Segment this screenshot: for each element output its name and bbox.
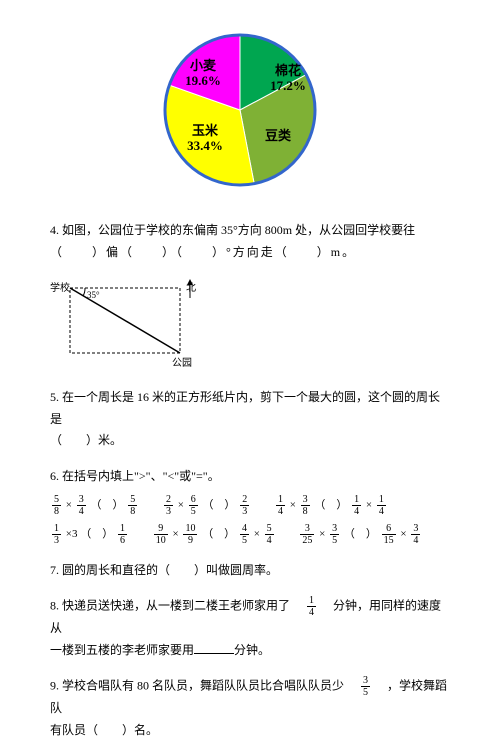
q4-line1: 4. 如图，公园位于学校的东偏南 35°方向 800m 处，从公园回学校要往	[50, 220, 450, 242]
eq-row-2: 13 ×3 （ ） 16 910 × 109 （ ） 45 × 54 325 ×…	[50, 523, 450, 546]
svg-text:35°: 35°	[87, 290, 100, 300]
svg-text:玉米: 玉米	[192, 123, 219, 138]
question-9: 9. 学校合唱队有 80 名队员，舞蹈队队员比合唱队队员少 35 ，学校舞蹈队 …	[50, 675, 450, 741]
q8-fraction: 14	[307, 595, 316, 618]
q4-line2: （ ）偏（ ）（ ）°方向走（ ）m。	[50, 242, 450, 264]
svg-text:33.4%: 33.4%	[187, 138, 223, 153]
question-6: 6. 在括号内填上">"、"<"或"="。	[50, 466, 450, 488]
pie-chart: 棉花17.2% 豆类 玉米33.4% 小麦19.6%	[150, 20, 350, 200]
q5-line1: 5. 在一个周长是 16 米的正方形纸片内，剪下一个最大的圆，这个圆的周长是	[50, 387, 450, 430]
q8-blank	[194, 642, 234, 654]
svg-text:学校: 学校	[50, 281, 70, 294]
question-7: 7. 圆的周长和直径的（ ）叫做圆周率。	[50, 560, 450, 582]
svg-text:小麦: 小麦	[190, 58, 217, 73]
svg-text:棉花: 棉花	[275, 63, 301, 78]
svg-text:19.6%: 19.6%	[185, 73, 221, 88]
question-4: 4. 如图，公园位于学校的东偏南 35°方向 800m 处，从公园回学校要往 （…	[50, 220, 450, 263]
svg-text:公园: 公园	[172, 357, 192, 369]
question-5: 5. 在一个周长是 16 米的正方形纸片内，剪下一个最大的圆，这个圆的周长是 （…	[50, 387, 450, 452]
svg-text:豆类: 豆类	[265, 128, 292, 143]
q5-line2: （ ）米。	[50, 430, 450, 452]
eq-row-1: 58 × 34 （ ） 58 23 × 65 （ ） 23 14 × 38 （ …	[50, 494, 450, 517]
question-8: 8. 快递员送快递，从一楼到二楼王老师家用了 14 分钟，用同样的速度从 一楼到…	[50, 595, 450, 661]
q4-diagram: 学校 35° 北 公园	[50, 273, 200, 373]
q6-text: 6. 在括号内填上">"、"<"或"="。	[50, 466, 450, 488]
q9-fraction: 35	[361, 675, 370, 698]
svg-text:17.2%: 17.2%	[270, 78, 306, 93]
